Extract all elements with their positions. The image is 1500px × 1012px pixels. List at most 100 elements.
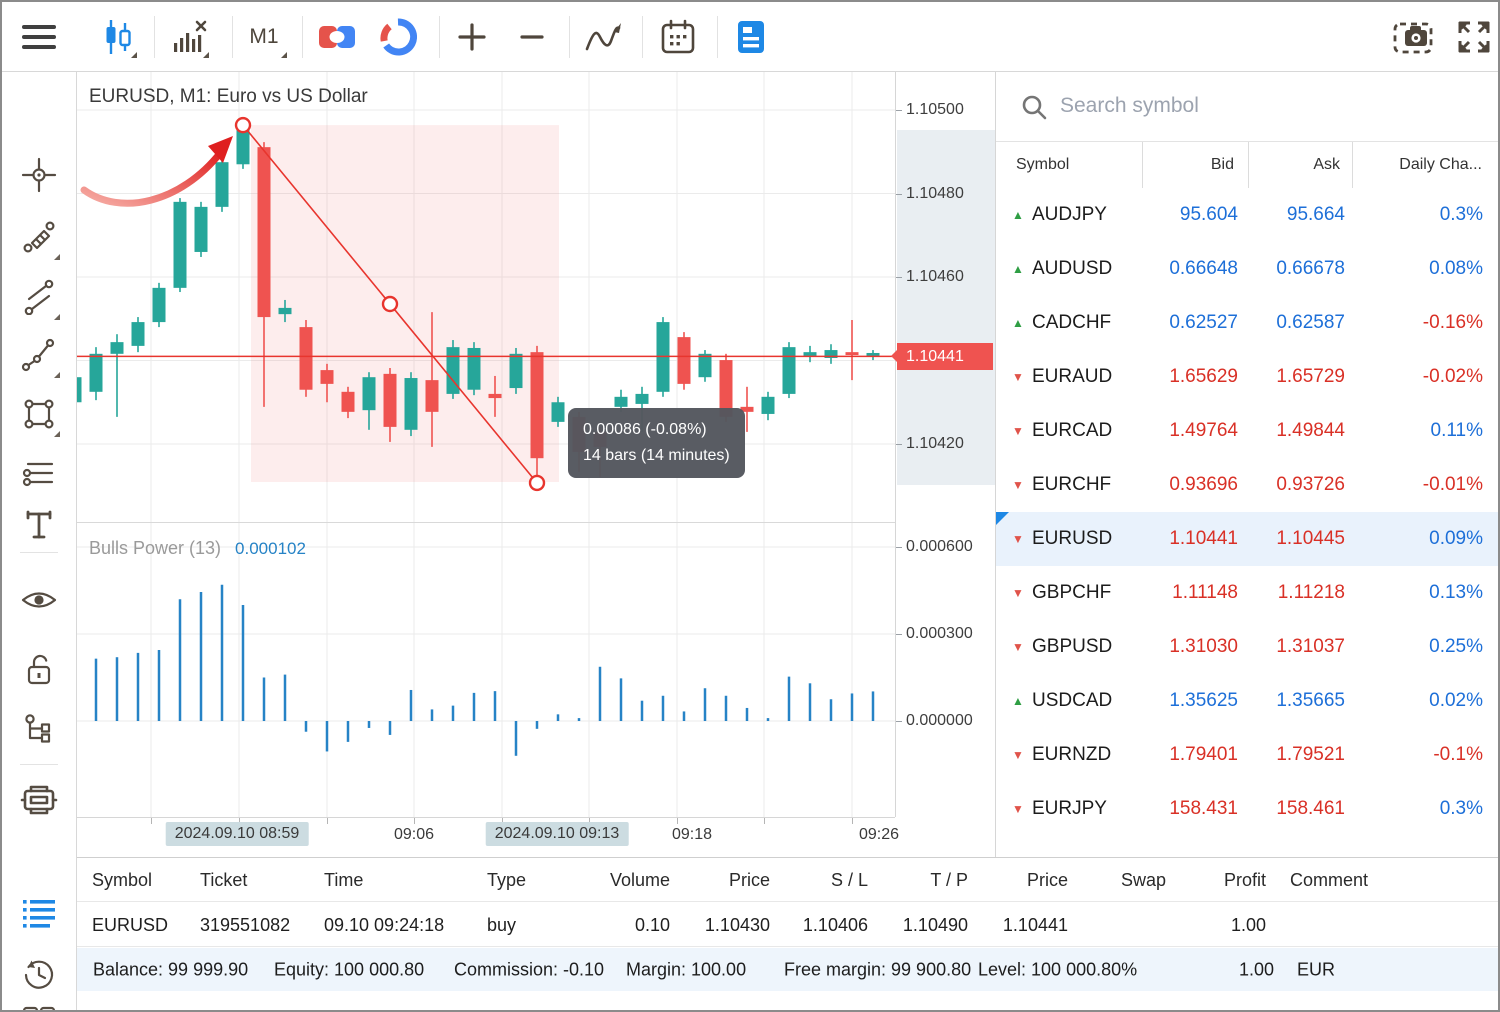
market-watch-panel: Symbol Bid Ask Daily Cha... ▲AUDJPY 95.60… — [995, 72, 1498, 857]
account-currency[interactable]: EUR — [1297, 959, 1336, 979]
account-profit: 1.00 — [1238, 959, 1274, 979]
symbol-name: ▼ EURNZD — [1012, 744, 1112, 765]
calendar-button[interactable] — [656, 15, 700, 59]
down-arrow-icon: ▼ — [1012, 370, 1024, 384]
market-depth-button[interactable] — [376, 15, 420, 59]
indicators-button[interactable] — [580, 15, 626, 59]
menu-button[interactable] — [19, 15, 59, 59]
ask-value: 1.79521 — [1276, 744, 1345, 765]
cell: 1.10430 — [704, 915, 770, 935]
toolbar-divider — [439, 16, 440, 58]
trend-lines-button[interactable] — [14, 272, 64, 322]
fullscreen-button[interactable] — [1452, 15, 1496, 59]
screenshot-button[interactable] — [1392, 15, 1436, 59]
up-arrow-icon: ▲ — [1012, 316, 1024, 330]
news-button[interactable] — [729, 15, 773, 59]
daily-change-value: 0.11% — [1430, 420, 1483, 441]
market-watch-row-EURCHF[interactable]: ▼ EURCHF 0.93696 0.93726 -0.01% — [996, 458, 1498, 512]
symbol-name: ▼ GBPUSD — [1012, 636, 1113, 657]
indicator-tick — [896, 547, 902, 548]
lock-button[interactable] — [14, 645, 64, 695]
polyline-button[interactable] — [14, 330, 64, 380]
price-tick — [896, 110, 902, 111]
sidebar-divider — [20, 764, 58, 765]
cell: 1.10406 — [802, 915, 868, 935]
symbol-name: ▼ EURJPY — [1012, 798, 1107, 819]
close-chart-button[interactable] — [168, 15, 212, 59]
cell: Price — [1026, 870, 1068, 890]
divider — [77, 901, 1498, 902]
chart-canvas[interactable] — [77, 72, 895, 817]
time-label: 2024.09.10 09:13 — [485, 822, 629, 846]
trade-list-button[interactable] — [14, 889, 64, 939]
market-watch-row-AUDUSD[interactable]: ▲ AUDUSD 0.66648 0.66678 0.08% — [996, 242, 1498, 296]
bid-value: 1.49764 — [1169, 420, 1238, 441]
candlestick-chart-icon — [106, 20, 131, 54]
chart-type-button[interactable] — [96, 15, 140, 59]
indicator-separator[interactable] — [77, 522, 995, 523]
ask-value: 1.65729 — [1276, 366, 1345, 387]
cell: Swap — [1120, 870, 1166, 890]
price-tick-label: 1.10420 — [906, 435, 964, 452]
market-watch-row-USDCAD[interactable]: ▲ USDCAD 1.35625 1.35665 0.02% — [996, 674, 1498, 728]
crosshair-button[interactable] — [14, 150, 64, 200]
down-arrow-icon: ▼ — [1012, 532, 1024, 546]
indicators-icon — [585, 23, 621, 51]
price-tick-label: 1.10480 — [906, 184, 964, 202]
market-watch-row-EURJPY[interactable]: ▼ EURJPY 158.431 158.461 0.3% — [996, 782, 1498, 836]
polyline-icon — [21, 338, 55, 372]
ask-value: 0.62587 — [1276, 312, 1345, 333]
market-watch-row-EURCAD[interactable]: ▼ EURCAD 1.49764 1.49844 0.11% — [996, 404, 1498, 458]
measure-button[interactable] — [14, 212, 64, 262]
up-arrow-icon: ▲ — [1012, 262, 1024, 276]
zoom-out-button[interactable] — [510, 15, 554, 59]
market-watch-row-GBPCHF[interactable]: ▼ GBPCHF 1.11148 1.11218 0.13% — [996, 566, 1498, 620]
shapes-button[interactable] — [14, 389, 64, 439]
market-watch-row-GBPUSD[interactable]: ▼ GBPUSD 1.31030 1.31037 0.25% — [996, 620, 1498, 674]
indicator-tick-label: 0.000300 — [906, 625, 973, 642]
market-watch-row-EURAUD[interactable]: ▼ EURAUD 1.65629 1.65729 -0.02% — [996, 350, 1498, 404]
print-button[interactable] — [14, 775, 64, 825]
timeframe-label: M1 — [249, 25, 279, 48]
cell: buy — [487, 915, 517, 935]
ask-value: 1.35665 — [1276, 690, 1345, 711]
price-tick — [896, 444, 902, 445]
history-button[interactable] — [14, 950, 64, 1000]
bid-value: 1.35625 — [1169, 690, 1238, 711]
tooltip-bars: 14 bars (14 minutes) — [583, 447, 730, 464]
dropdown-caret — [131, 52, 137, 58]
one-click-trading-button[interactable] — [314, 15, 360, 59]
symbol-search — [996, 72, 1498, 142]
dropdown-caret — [281, 52, 287, 58]
visibility-button[interactable] — [14, 575, 64, 625]
zoom-out-icon — [520, 35, 544, 39]
price-axis[interactable]: 1.10500 1.10480 1.10460 1.10420 0.000600 0.00… — [891, 72, 996, 817]
column-ask: Ask — [1249, 142, 1353, 188]
market-watch-row-EURUSD[interactable]: ▼ EURUSD 1.10441 1.10445 0.09% — [996, 512, 1498, 566]
time-axis[interactable]: 2024.09.10 08:59 09:06 2024.09.10 09:13 09:… — [77, 817, 899, 857]
trend-lines-icon — [24, 279, 54, 315]
journal-button[interactable] — [14, 995, 64, 1010]
search-input[interactable] — [1058, 86, 1478, 126]
calendar-icon — [661, 19, 695, 54]
text-button[interactable] — [14, 500, 64, 550]
one-click-trading-icon — [319, 26, 355, 48]
price-tick — [896, 193, 902, 195]
bid-value: 1.11148 — [1172, 582, 1238, 603]
market-watch-row-EURNZD[interactable]: ▼ EURNZD 1.79401 1.79521 -0.1% — [996, 728, 1498, 782]
fullscreen-icon — [1458, 21, 1490, 53]
dropdown-caret — [54, 314, 60, 320]
eye-icon — [21, 592, 57, 608]
zoom-in-button[interactable] — [450, 15, 494, 59]
horizontal-lines-button[interactable] — [14, 449, 64, 499]
account-metric: Level: 100 000.80% — [978, 959, 1138, 979]
timeframe-button[interactable]: M1 — [236, 15, 292, 59]
dropdown-caret — [54, 431, 60, 437]
symbol-name: ▲ CADCHF — [1012, 312, 1112, 333]
column-symbol: Symbol — [996, 142, 1143, 188]
market-watch-row-CADCHF[interactable]: ▲ CADCHF 0.62527 0.62587 -0.16% — [996, 296, 1498, 350]
object-tree-button[interactable] — [14, 704, 64, 754]
market-watch-header: Symbol Bid Ask Daily Cha... — [996, 142, 1498, 188]
text-icon — [26, 510, 52, 539]
market-watch-row-AUDJPY[interactable]: ▲ AUDJPY 95.604 95.664 0.3% — [996, 188, 1498, 242]
